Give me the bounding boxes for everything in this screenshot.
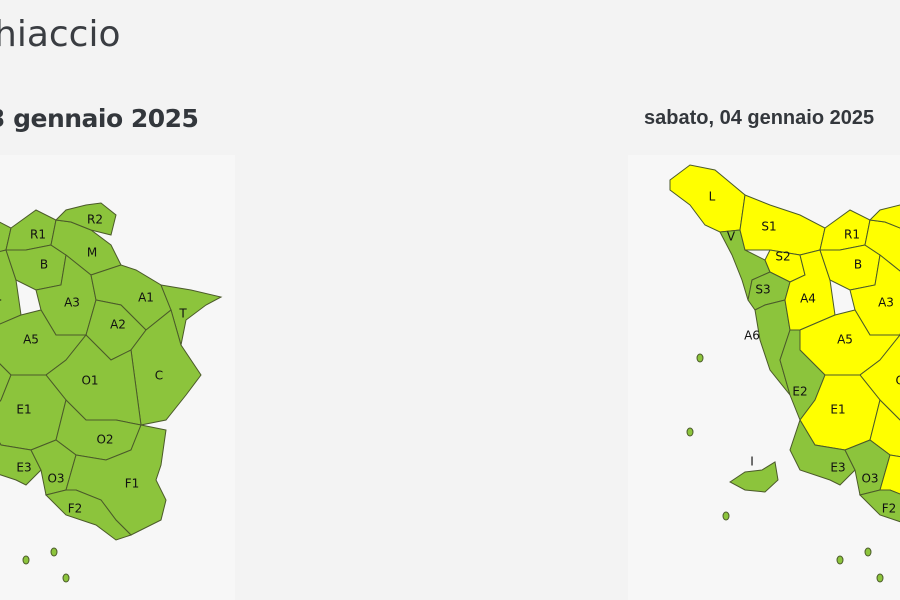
region-label: B: [854, 258, 862, 272]
region-label: O2: [96, 433, 113, 447]
region-s1[interactable]: [739, 194, 826, 256]
region-label: S3: [755, 283, 770, 297]
region-label: A5: [837, 333, 853, 347]
region-label: A1: [138, 291, 154, 305]
region-label: E3: [830, 461, 845, 475]
region-label: S2: [775, 250, 790, 264]
islet: [22, 555, 30, 565]
region-label: A4: [800, 292, 816, 306]
islet: [696, 353, 704, 363]
region-r2[interactable]: [868, 203, 900, 235]
region-label: E1: [16, 403, 31, 417]
region-label: T: [178, 307, 187, 321]
region-i[interactable]: [729, 461, 779, 493]
islet: [722, 511, 730, 521]
region-label: I: [750, 455, 754, 469]
region-label: A3: [64, 296, 80, 310]
tuscany-map: LVS1S2S3A6A4R1BMR2A3A1TA2A5CO1E2E1O2E3O3…: [0, 195, 223, 583]
region-label: A5: [23, 333, 39, 347]
region-label: R1: [844, 228, 860, 242]
region-label: V: [727, 230, 736, 244]
region-label: R2: [87, 213, 103, 227]
region-f2[interactable]: [859, 489, 900, 540]
region-label: E1: [830, 403, 845, 417]
islet: [62, 573, 70, 583]
region-f2[interactable]: [45, 489, 132, 541]
page-title: hiaccio: [0, 14, 121, 55]
region-label: F2: [882, 502, 897, 516]
region-label: A6: [744, 329, 760, 343]
region-label: F1: [125, 477, 140, 491]
region-label: S1: [761, 220, 776, 234]
region-r2[interactable]: [54, 202, 117, 236]
region-label: E2: [792, 385, 807, 399]
map-date-left: 3 gennaio 2025: [0, 104, 199, 133]
islet: [686, 427, 694, 437]
region-label: F2: [68, 502, 83, 516]
region-label: A4: [0, 292, 2, 306]
region-label: E3: [16, 461, 31, 475]
region-label: O3: [861, 472, 878, 486]
map-date-right: sabato, 04 gennaio 2025: [644, 107, 875, 129]
region-label: M: [87, 246, 97, 260]
region-label: O1: [895, 374, 900, 388]
region-label: A3: [878, 296, 894, 310]
islet: [836, 555, 844, 565]
islet: [876, 573, 884, 583]
region-e3[interactable]: [0, 420, 42, 486]
alert-map-right: LVS1S2S3A6A4R1BMR2A3A1TA2A5CO1E2E1O2E3O3…: [628, 155, 900, 600]
islet: [50, 547, 58, 557]
region-label: O1: [81, 374, 98, 388]
region-label: L: [709, 190, 716, 204]
region-label: A2: [110, 318, 126, 332]
tuscany-map: LVS1S2S3A6A4R1BMR2A3A1TA2A5CO1E2E1O2E3O3…: [669, 164, 900, 583]
region-s1[interactable]: [0, 195, 12, 255]
region-label: C: [155, 369, 163, 383]
region-l[interactable]: [669, 164, 746, 233]
region-label: B: [40, 258, 48, 272]
region-label: R1: [30, 228, 46, 242]
region-e3[interactable]: [789, 418, 856, 486]
islet: [864, 547, 872, 557]
alert-map-left: LVS1S2S3A6A4R1BMR2A3A1TA2A5CO1E2E1O2E3O3…: [0, 155, 235, 600]
region-label: O3: [47, 472, 64, 486]
